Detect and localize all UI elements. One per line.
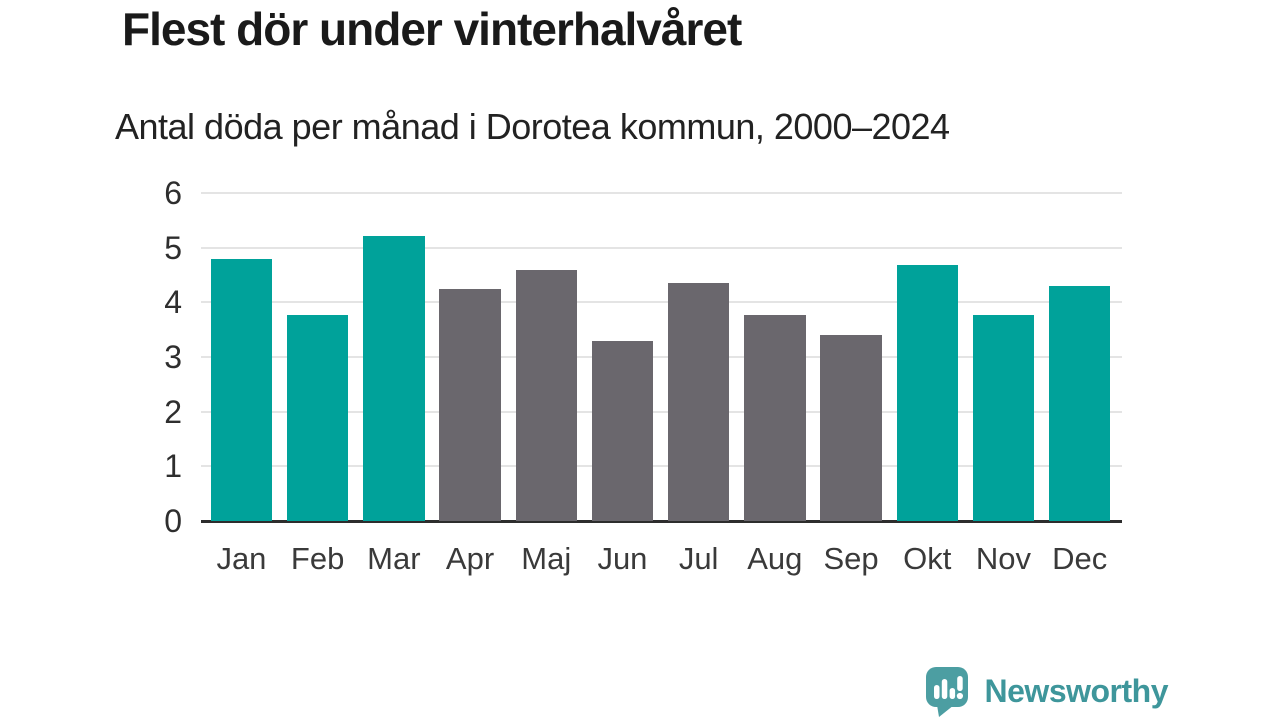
y-tick-label-3: 3: [164, 339, 182, 375]
y-tick-label-0: 0: [164, 503, 182, 539]
bar-dec: [1048, 285, 1111, 521]
bar-jan: [210, 258, 273, 521]
x-axis-line: [201, 520, 1122, 523]
newsworthy-logo-text: Newsworthy: [984, 673, 1169, 709]
x-tick-label-jan: Jan: [216, 541, 267, 576]
bar-jul: [667, 283, 730, 521]
y-tick-label-5: 5: [164, 229, 182, 266]
bar-chart-exclamation-speech-bubble-icon: [925, 667, 968, 717]
x-tick-label-maj: Maj: [521, 541, 572, 576]
x-tick-label-mar: Mar: [367, 541, 421, 576]
gridline-5: [201, 246, 1122, 249]
x-tick-label-dec: Dec: [1052, 541, 1108, 576]
x-tick-label-sep: Sep: [823, 541, 879, 576]
bar-sep: [820, 334, 882, 521]
y-tick-label-6: 6: [164, 175, 182, 211]
bar-feb: [286, 314, 349, 521]
gridline-3: [201, 356, 1122, 358]
gridline-1: [201, 465, 1122, 468]
plot-area: [201, 192, 1122, 523]
bar-mar: [363, 235, 425, 521]
bar-aug: [744, 314, 806, 521]
bar-maj: [515, 269, 577, 521]
bar-nov: [972, 314, 1035, 521]
bar-jun: [591, 340, 654, 521]
newsworthy-logo: Newsworthy: [925, 665, 1169, 718]
x-tick-label-nov: Nov: [975, 541, 1031, 576]
x-tick-label-apr: Apr: [445, 541, 495, 576]
gridline-6: [201, 192, 1122, 194]
chart-subtitle: Antal döda per månad i Dorotea kommun, 2…: [115, 106, 950, 147]
gridline-2: [201, 410, 1122, 413]
gridline-4: [201, 301, 1122, 304]
x-tick-label-jun: Jun: [597, 541, 648, 576]
y-tick-label-1: 1: [164, 448, 182, 485]
bar-apr: [439, 288, 501, 521]
y-tick-label-2: 2: [164, 393, 182, 430]
bar-okt: [896, 265, 958, 521]
x-tick-label-aug: Aug: [747, 541, 803, 576]
chart-title: Flest dör under vinterhalvåret: [122, 3, 742, 55]
x-tick-label-feb: Feb: [290, 541, 345, 576]
x-tick-label-jul: Jul: [678, 541, 719, 576]
y-tick-label-4: 4: [164, 284, 182, 321]
x-tick-label-okt: Okt: [903, 541, 952, 576]
